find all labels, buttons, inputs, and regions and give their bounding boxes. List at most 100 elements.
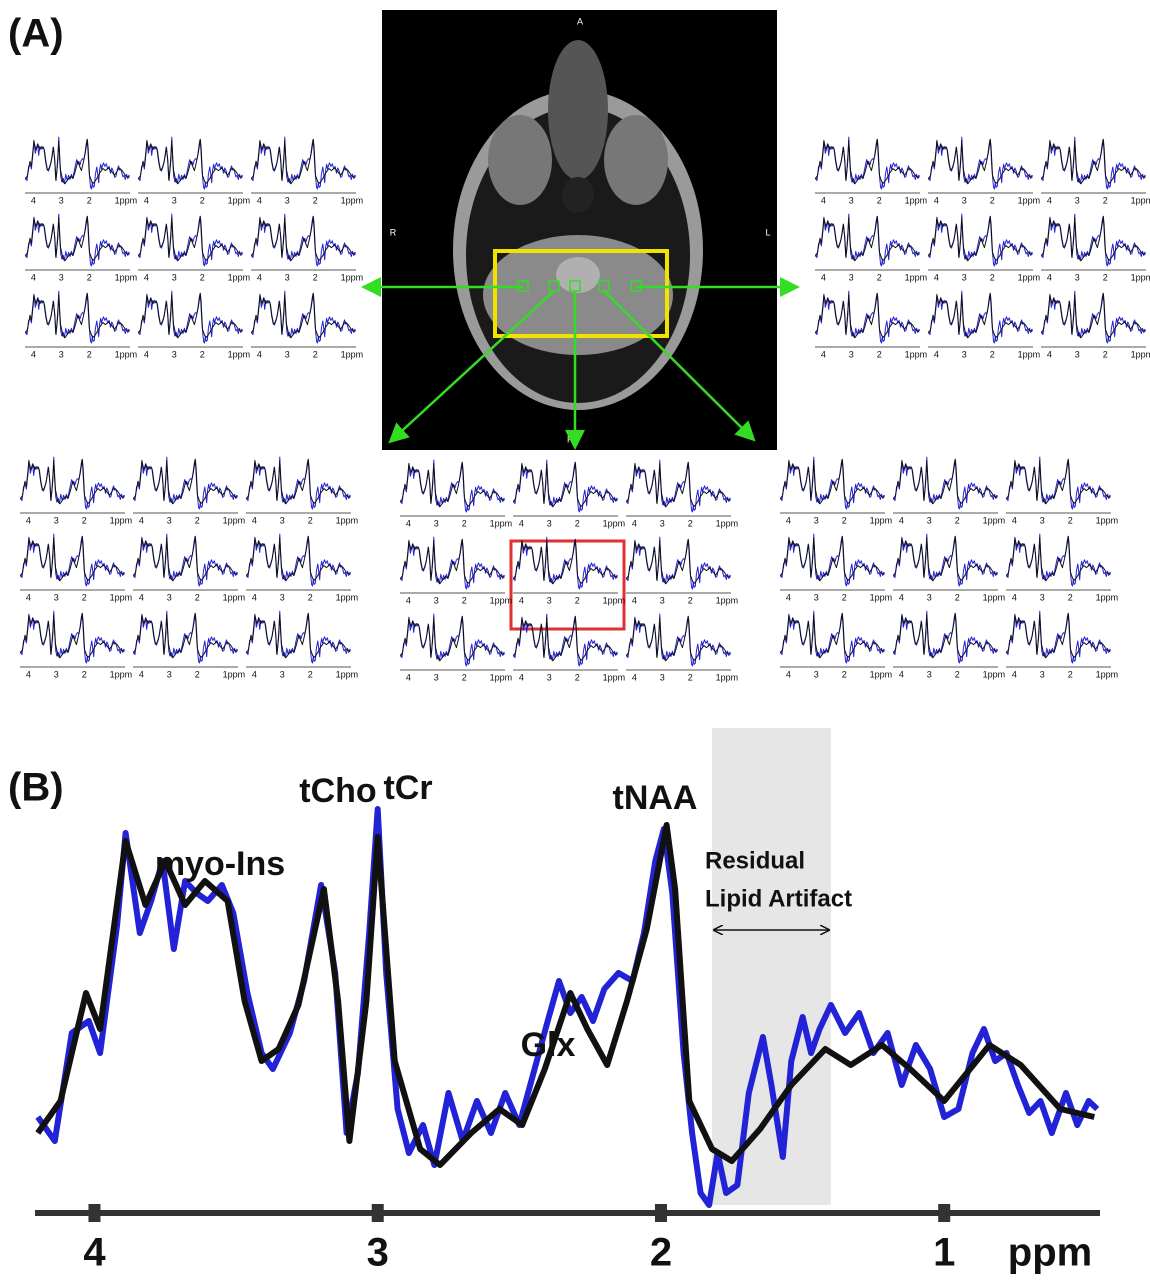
mini-tick-label: 4 [786,592,791,602]
mini-tick-label: 3 [434,518,439,528]
mini-tick-label: 1ppm [223,515,246,525]
mini-tick-label: 3 [167,515,172,525]
spectrum-line [133,536,237,581]
spectrum-line [780,459,884,504]
mini-tick-label: 3 [167,669,172,679]
mini-tick-label: 4 [31,349,36,359]
mini-tick-label: 4 [252,515,257,525]
mini-tick-label: 3 [59,195,64,205]
mini-tick-label: 1ppm [1096,592,1119,602]
spectrum-line [513,539,617,584]
mini-tick-label: 2 [462,595,467,605]
mini-spectrum: 4321ppm [928,214,1040,282]
mini-tick-label: 3 [285,272,290,282]
mini-tick-label: 4 [632,595,637,605]
spectrum-line [1006,536,1110,581]
mini-tick-label: 4 [786,515,791,525]
mini-tick-label: 4 [139,515,144,525]
mini-spectrum: 4321ppm [133,534,245,602]
mini-tick-label: 4 [899,515,904,525]
x-tick-label: 2 [650,1231,672,1275]
spectrum-line [25,216,129,261]
mini-tick-label: 2 [87,349,92,359]
mini-tick-label: 4 [899,669,904,679]
spectrum-line [928,293,1032,338]
mini-tick-label: 3 [434,595,439,605]
mini-tick-label: 1ppm [336,515,359,525]
mini-spectrum: 4321ppm [20,611,132,679]
mini-tick-label: 2 [688,518,693,528]
spectrum-line [1041,216,1145,261]
mini-tick-label: 3 [1040,669,1045,679]
mini-tick-label: 4 [31,195,36,205]
mini-spectrum: 4321ppm [513,614,625,682]
mini-tick-label: 1ppm [228,195,251,205]
spectrum-line [815,139,919,184]
spectrum-line [400,539,504,584]
mini-spectrum: 4321ppm [25,137,137,205]
page: {"panel_labels": ["(A)", "(B)"], "orient… [0,0,1150,1285]
mini-spectrum: 4321ppm [513,460,625,528]
mini-tick-label: 3 [172,349,177,359]
mini-tick-label: 2 [195,592,200,602]
mini-tick-label: 2 [195,669,200,679]
mini-tick-label: 4 [252,669,257,679]
mini-tick-label: 1ppm [223,669,246,679]
spectrum-line [815,293,919,338]
mini-tick-label: 1ppm [341,272,364,282]
mini-tick-label: 2 [82,592,87,602]
mini-tick-label: 4 [519,595,524,605]
mini-tick-label: 4 [406,672,411,682]
mini-tick-label: 2 [200,349,205,359]
spectrum-line [928,139,1032,184]
shaded-region [712,728,831,1205]
spectrum-line [1041,293,1145,338]
mini-tick-label: 2 [82,669,87,679]
mini-tick-label: 4 [26,669,31,679]
orientation-label: P [567,434,573,444]
mini-tick-label: 1ppm [341,349,364,359]
mini-tick-label: 2 [87,272,92,282]
mini-tick-label: 2 [842,592,847,602]
mini-spectrum: 4321ppm [893,534,1005,602]
mini-tick-label: 2 [990,195,995,205]
mini-tick-label: 2 [313,195,318,205]
mini-tick-label: 3 [814,515,819,525]
mini-tick-label: 2 [462,518,467,528]
mini-tick-label: 1ppm [110,515,133,525]
mini-spectrum: 4321ppm [251,137,363,205]
mini-tick-label: 2 [990,349,995,359]
mini-spectrum: 4321ppm [246,534,358,602]
mini-tick-label: 3 [54,592,59,602]
mini-tick-label: 3 [962,349,967,359]
mini-tick-label: 3 [660,518,665,528]
mini-tick-label: 4 [26,515,31,525]
mini-spectrum: 4321ppm [513,537,625,605]
mini-spectrum: 4321ppm [400,614,512,682]
mini-tick-label: 2 [462,672,467,682]
mini-spectrum: 4321ppm [1006,457,1118,525]
mini-tick-label: 4 [1047,195,1052,205]
mini-tick-label: 4 [519,672,524,682]
spectrum-plot: 4321ppm [35,728,1100,1275]
mini-tick-label: 2 [955,592,960,602]
spectrum-line [246,613,350,658]
mini-tick-label: 4 [821,349,826,359]
annotation: Lipid Artifact [705,885,852,912]
mini-tick-label: 1ppm [1131,349,1150,359]
tick-mark [88,1204,100,1222]
mini-tick-label: 2 [308,592,313,602]
mini-tick-label: 4 [821,272,826,282]
mini-tick-label: 2 [990,272,995,282]
mini-tick-label: 4 [1047,272,1052,282]
mini-tick-label: 1ppm [983,669,1006,679]
mini-tick-label: 3 [814,592,819,602]
figure: (A) (B) A R L P 4321ppm myo-Ins tCho tCr… [0,0,1150,1285]
mini-tick-label: 1ppm [228,272,251,282]
mini-spectrum: 4321ppm [815,291,927,359]
mini-tick-label: 3 [285,349,290,359]
mini-tick-label: 4 [519,518,524,528]
mini-spectrum: 4321ppm [626,460,738,528]
